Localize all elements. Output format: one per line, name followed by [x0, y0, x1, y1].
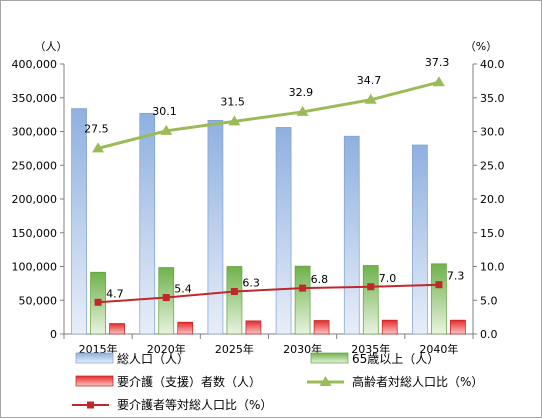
point-3-4	[364, 93, 377, 104]
point-3-5	[432, 76, 445, 87]
legend-swatch-2	[75, 375, 114, 387]
legend-marker-3	[319, 376, 332, 386]
point-4-3	[299, 284, 307, 292]
bar-1-2	[226, 266, 243, 335]
data-label-4-5: 7.3	[447, 270, 465, 283]
left-axis-tick-label: 50,000	[19, 294, 58, 307]
data-label-4-0: 4.7	[106, 287, 124, 300]
data-label-3-4: 34.7	[357, 74, 382, 87]
left-axis-tick-label: 300,000	[12, 126, 58, 139]
line-4	[98, 283, 439, 304]
x-axis-tick-label: 2015年	[79, 342, 118, 356]
x-axis-tick-label: 2025年	[215, 342, 254, 356]
point-3-2	[228, 115, 241, 126]
data-label-4-3: 6.8	[311, 273, 329, 286]
data-label-4-4: 7.0	[379, 272, 397, 285]
left-axis-tick-label: 100,000	[12, 261, 58, 274]
left-axis-unit: （人）	[35, 40, 68, 53]
data-label-3-3: 32.9	[289, 86, 314, 99]
legend-label-2: 要介護（支援）者数（人）	[117, 374, 261, 389]
legend-label-3: 高齢者対総人口比（%）	[352, 374, 483, 389]
bar-2-5	[450, 319, 466, 335]
bar-0-5	[412, 144, 428, 335]
x-axis-tick-label: 2040年	[419, 342, 458, 356]
bar-0-2	[207, 120, 224, 335]
data-label-4-2: 6.3	[242, 276, 260, 289]
bar-2-4	[381, 319, 398, 335]
data-label-3-2: 31.5	[220, 95, 245, 108]
right-axis-tick-label: 10.0	[480, 261, 505, 274]
right-axis-unit: （%）	[465, 40, 497, 53]
bar-2-0	[109, 323, 125, 335]
point-4-0	[94, 298, 102, 306]
data-label-3-5: 37.3	[425, 56, 450, 69]
bar-2-3	[313, 320, 330, 335]
line-3	[97, 80, 440, 150]
right-axis-tick-label: 30.0	[480, 126, 505, 139]
point-4-5	[435, 281, 443, 289]
right-axis-tick-label: 5.0	[480, 294, 498, 307]
data-label-4-1: 5.4	[174, 283, 192, 296]
point-4-4	[367, 283, 375, 291]
left-axis-tick-label: 400,000	[12, 58, 58, 71]
x-axis-tick-label: 2035年	[351, 342, 390, 356]
point-3-0	[92, 142, 105, 153]
bar-1-4	[362, 265, 379, 335]
bar-1-3	[294, 265, 311, 335]
bar-1-5	[431, 263, 447, 335]
x-axis-tick-label: 2030年	[283, 342, 322, 356]
data-label-3-0: 27.5	[84, 122, 109, 135]
legend-label-1: 65歳以上（人）	[352, 352, 439, 366]
legend-swatch-1	[310, 352, 349, 364]
right-axis-tick-label: 20.0	[480, 193, 505, 206]
right-axis-tick-label: 25.0	[480, 159, 505, 172]
left-axis-tick-label: 200,000	[12, 193, 58, 206]
right-axis-tick-label: 15.0	[480, 227, 505, 240]
point-3-1	[160, 124, 173, 135]
right-axis-tick-label: 40.0	[480, 58, 505, 71]
legend-label-4: 要介護者等対総人口比（%）	[117, 397, 272, 412]
x-axis-tick-label: 2020年	[147, 342, 186, 356]
point-4-2	[230, 287, 238, 295]
left-axis-tick-label: 150,000	[12, 227, 58, 240]
point-3-3	[296, 105, 309, 116]
bar-0-1	[139, 112, 156, 335]
right-axis-tick-label: 35.0	[480, 92, 505, 105]
left-axis-tick-label: 250,000	[12, 159, 58, 172]
left-axis-tick-label: 350,000	[12, 92, 58, 105]
legend-label-0: 総人口（人）	[117, 352, 189, 366]
legend-swatch-0	[75, 352, 114, 364]
bar-2-2	[245, 320, 262, 335]
right-axis-tick-label: 0.0	[480, 328, 498, 341]
bar-0-4	[343, 135, 360, 335]
bar-2-1	[177, 321, 194, 335]
point-4-1	[162, 294, 170, 302]
left-axis-tick-label: 0	[50, 328, 57, 341]
bar-0-0	[71, 108, 87, 335]
bar-0-3	[275, 127, 292, 335]
legend-marker-4	[87, 401, 94, 409]
data-label-3-1: 30.1	[152, 105, 177, 118]
